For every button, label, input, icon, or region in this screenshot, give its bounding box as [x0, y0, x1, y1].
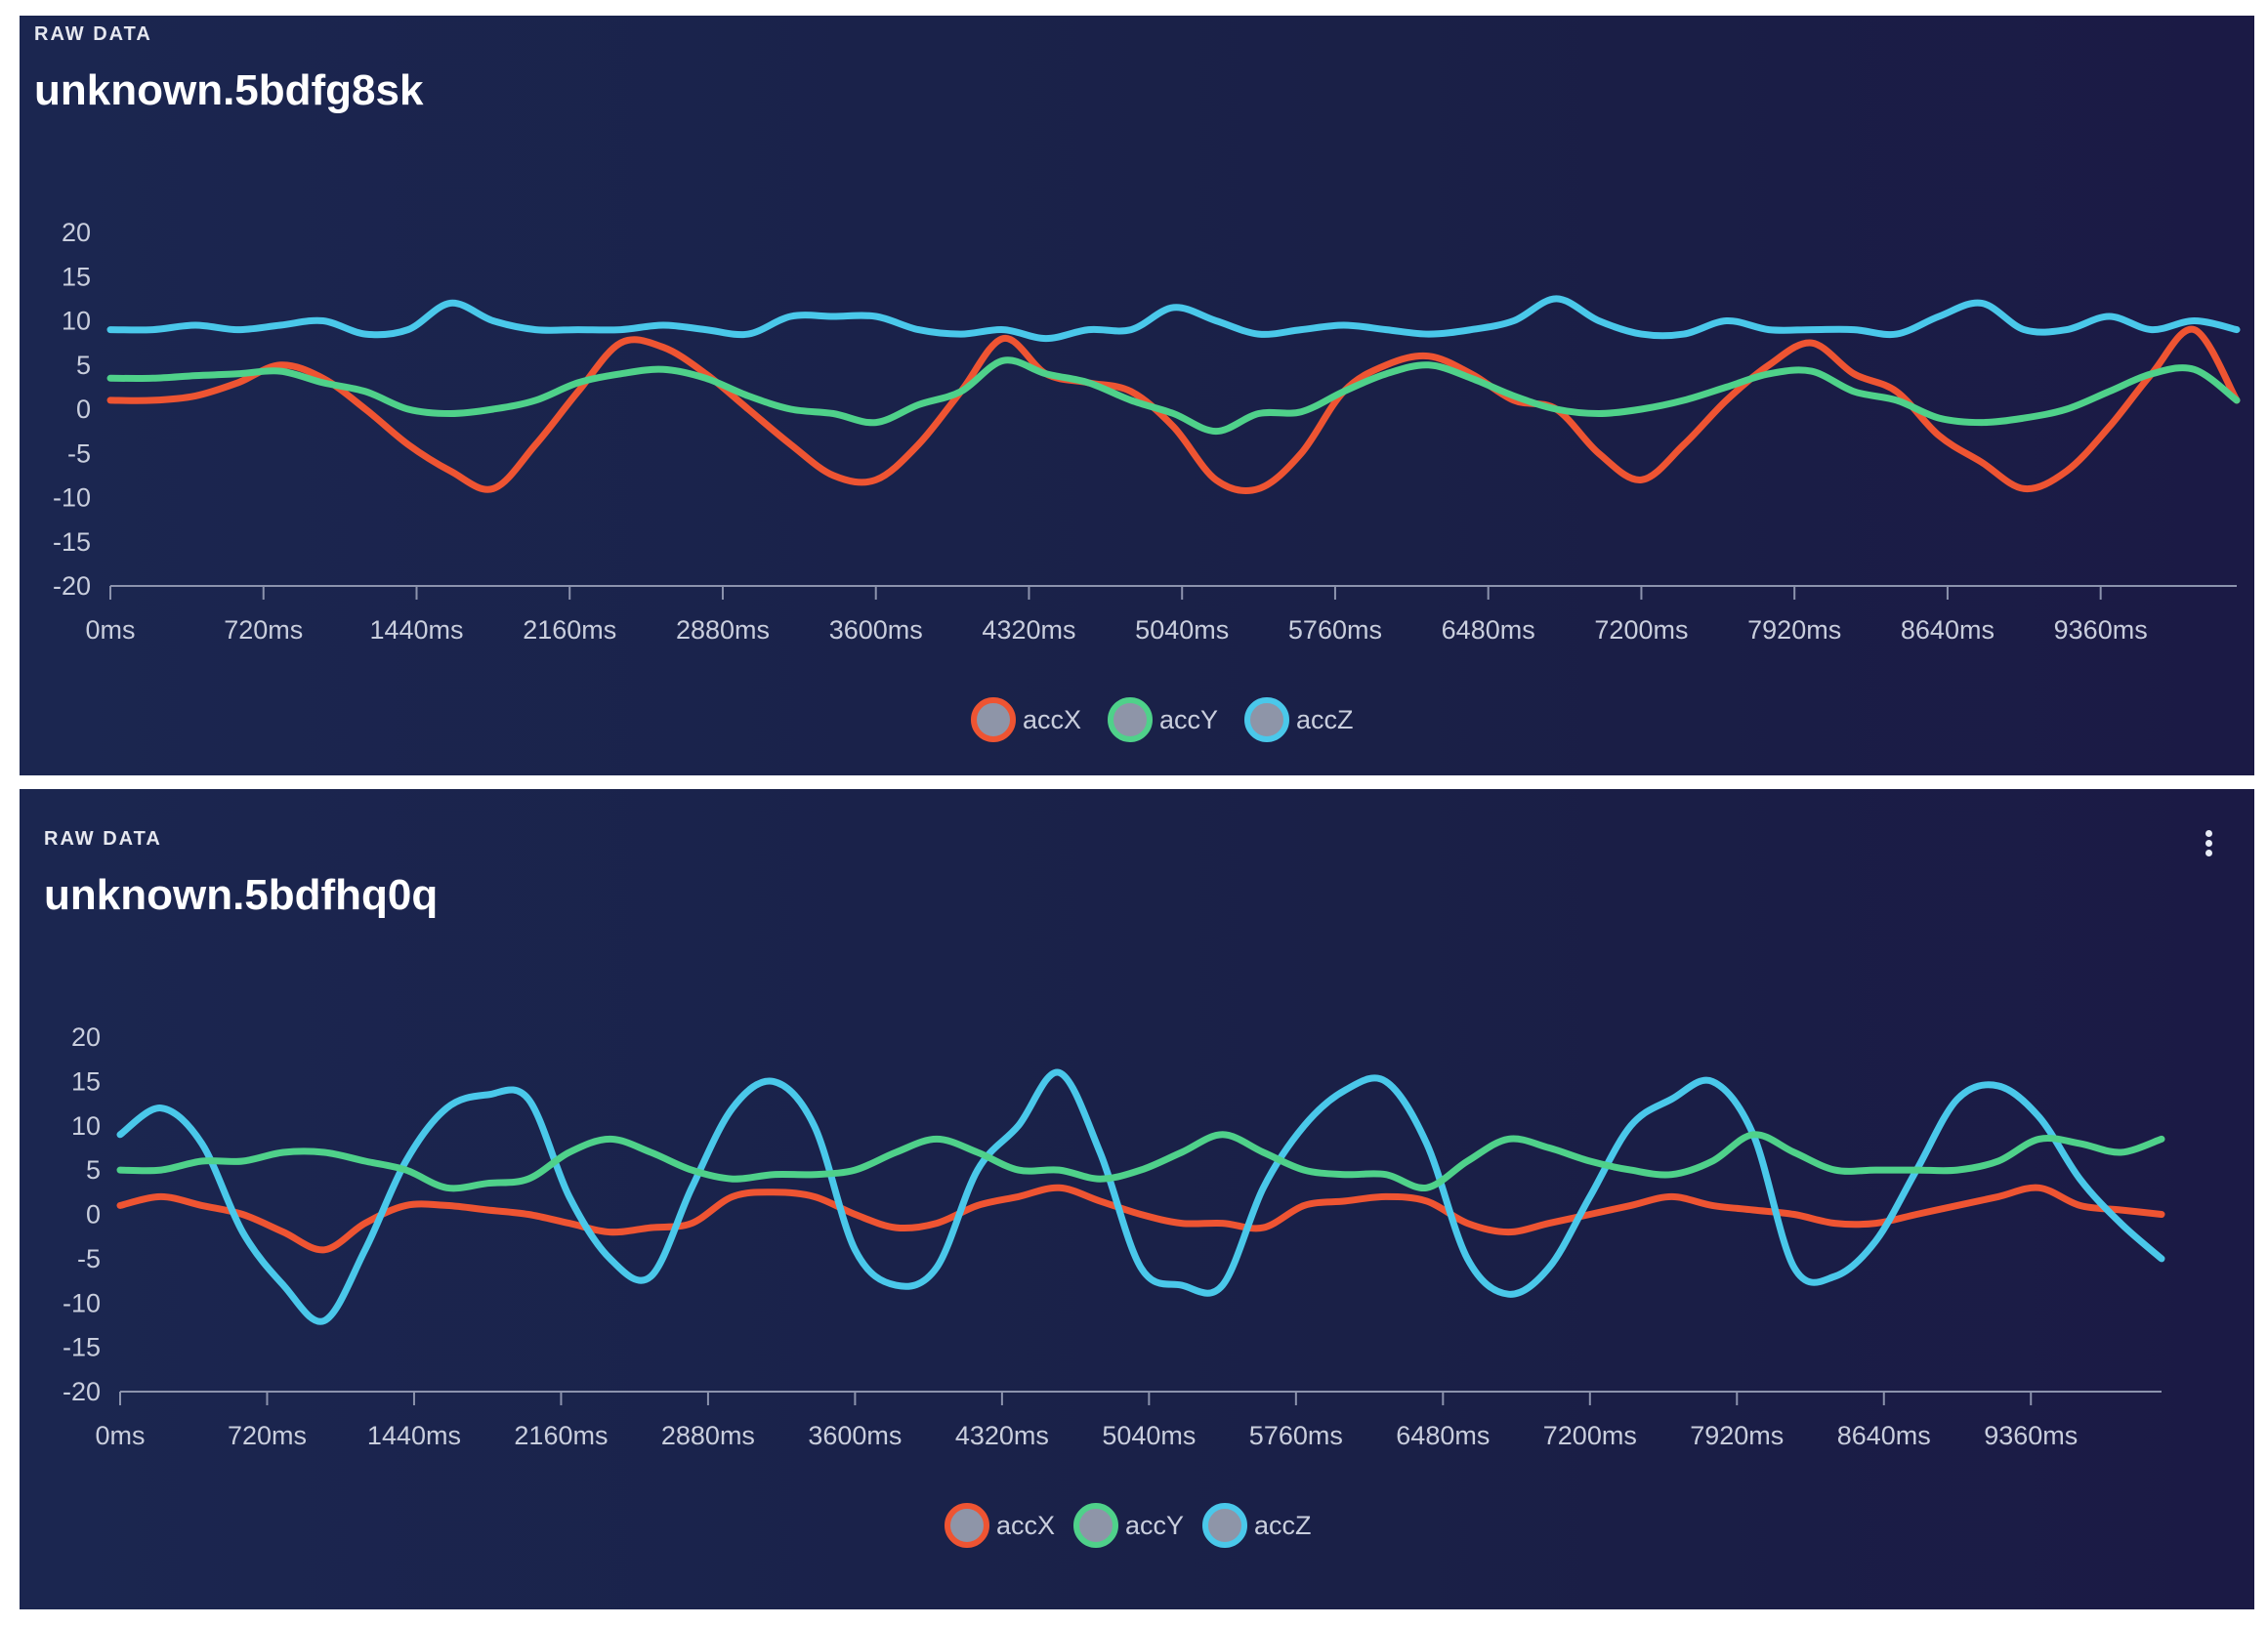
y-tick-label: 20	[62, 218, 91, 247]
legend-marker	[1202, 1503, 1247, 1548]
x-tick-label: 720ms	[228, 1421, 307, 1450]
y-tick-label: -20	[53, 571, 91, 601]
x-tick-label: 8640ms	[1901, 615, 1995, 645]
y-tick-label: -5	[67, 438, 91, 468]
y-tick-label: -20	[63, 1377, 101, 1406]
x-tick-label: 7920ms	[1690, 1421, 1784, 1450]
x-tick-label: 6480ms	[1442, 615, 1535, 645]
raw-data-panel: RAW DATA unknown.5bdfhq0q 20 15 10 5 0 -5 -10 -…	[20, 789, 2254, 1609]
y-tick-label: 15	[71, 1066, 101, 1096]
x-tick-label: 5040ms	[1135, 615, 1229, 645]
x-tick-label: 5760ms	[1288, 615, 1382, 645]
y-tick-label: -15	[63, 1333, 101, 1362]
x-tick-label: 5040ms	[1102, 1421, 1196, 1450]
y-tick-label: -10	[63, 1288, 101, 1317]
raw-data-panel: RAW DATA unknown.5bdfg8sk 20 15 10 5 0 -5 -10 -…	[20, 16, 2254, 775]
panel-title: unknown.5bdfg8sk	[34, 66, 424, 114]
x-tick-label: 1440ms	[369, 615, 463, 645]
series-line-accY	[116, 1131, 2165, 1192]
x-tick-label: 6480ms	[1396, 1421, 1490, 1450]
x-tick-label: 9360ms	[2054, 615, 2148, 645]
y-tick-label: 10	[62, 307, 91, 336]
legend-marker	[971, 697, 1016, 742]
x-tick-label: 3600ms	[829, 615, 923, 645]
legend-item-accY[interactable]: accY	[1108, 697, 1218, 742]
legend-label: accX	[996, 1511, 1055, 1540]
x-tick-label: 2880ms	[661, 1421, 755, 1450]
y-tick-label: 0	[86, 1200, 101, 1230]
x-tick-label: 2160ms	[523, 615, 616, 645]
legend-item-accZ[interactable]: accZ	[1244, 697, 1354, 742]
x-tick-label: 0ms	[85, 615, 135, 645]
line-chart: 20 15 10 5 0 -5 -10 -15 -20 0ms 720ms 1440ms 2160ms 2…	[53, 218, 2241, 742]
x-tick-label: 7920ms	[1747, 615, 1841, 645]
panel-title: unknown.5bdfhq0q	[44, 871, 439, 919]
y-tick-label: -5	[77, 1244, 101, 1273]
panel-label: RAW DATA	[34, 23, 152, 45]
legend-item-accX[interactable]: accX	[971, 697, 1081, 742]
y-tick-label: -15	[53, 527, 91, 557]
y-tick-label: 20	[71, 1022, 101, 1052]
y-tick-label: 0	[76, 395, 91, 424]
legend-marker	[945, 1503, 989, 1548]
x-tick-label: 0ms	[95, 1421, 145, 1450]
legend-item-accX[interactable]: accX	[945, 1503, 1055, 1548]
y-tick-label: 5	[76, 351, 91, 380]
legend-label: accX	[1023, 705, 1081, 734]
y-tick-label: 10	[71, 1111, 101, 1141]
x-tick-label: 5760ms	[1249, 1421, 1343, 1450]
x-tick-label: 7200ms	[1594, 615, 1688, 645]
x-tick-label: 9360ms	[1984, 1421, 2078, 1450]
series-line-accX	[116, 1184, 2165, 1254]
legend-marker	[1244, 697, 1289, 742]
x-tick-label: 1440ms	[367, 1421, 461, 1450]
panel-label: RAW DATA	[44, 828, 162, 850]
legend-marker	[1073, 1503, 1118, 1548]
series-line-accZ	[106, 295, 2241, 343]
series-line-accX	[106, 325, 2241, 494]
y-tick-label: -10	[53, 483, 91, 513]
y-tick-label: 15	[62, 262, 91, 291]
legend-marker	[1108, 697, 1153, 742]
y-tick-label: 5	[86, 1155, 101, 1185]
x-tick-label: 8640ms	[1837, 1421, 1931, 1450]
x-tick-label: 4320ms	[955, 1421, 1049, 1450]
line-chart: 20 15 10 5 0 -5 -10 -15 -20 0ms 720ms 1440ms 2160ms 2…	[63, 1022, 2165, 1548]
series-line-accY	[106, 356, 2241, 436]
series-line-accZ	[116, 1068, 2165, 1325]
x-tick-label: 3600ms	[808, 1421, 902, 1450]
x-tick-label: 2880ms	[676, 615, 770, 645]
x-tick-label: 720ms	[224, 615, 303, 645]
legend-label: accZ	[1296, 705, 1354, 734]
x-tick-label: 4320ms	[982, 615, 1075, 645]
more-options-icon[interactable]	[2202, 830, 2215, 859]
x-tick-label: 2160ms	[514, 1421, 608, 1450]
legend-label: accY	[1159, 705, 1218, 734]
legend-label: accY	[1125, 1511, 1184, 1540]
legend-item-accY[interactable]: accY	[1073, 1503, 1184, 1548]
legend-item-accZ[interactable]: accZ	[1202, 1503, 1312, 1548]
legend-label: accZ	[1254, 1511, 1312, 1540]
x-tick-label: 7200ms	[1543, 1421, 1637, 1450]
